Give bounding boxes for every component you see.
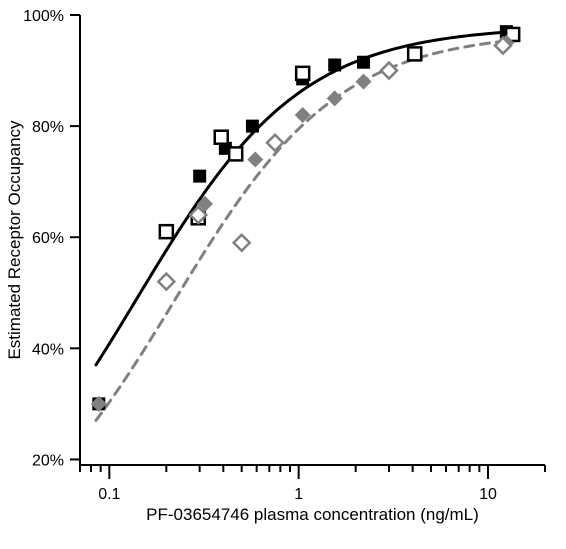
chart-container: 20% 40% 60% 80% 100% 0.1 1 10 Estimated Receptor…	[0, 0, 566, 549]
y-axis-label: Estimated Receptor Occupancy	[5, 120, 24, 360]
marker-open-squares	[408, 47, 421, 60]
marker-filled-squares	[328, 59, 341, 72]
y-tick-label: 60%	[32, 230, 64, 247]
marker-filled-squares	[246, 120, 259, 133]
y-tick-label: 40%	[32, 341, 64, 358]
plot-background	[0, 0, 566, 549]
marker-open-squares	[160, 225, 173, 238]
x-tick-label: 0.1	[98, 486, 120, 503]
y-tick-label: 100%	[23, 8, 64, 25]
marker-open-squares	[215, 131, 228, 144]
x-axis-label: PF-03654746 plasma concentration (ng/mL)	[146, 505, 479, 524]
x-tick-label: 10	[479, 486, 497, 503]
marker-filled-squares	[193, 170, 206, 183]
y-tick-label: 80%	[32, 119, 64, 136]
y-tick-label: 20%	[32, 452, 64, 469]
marker-open-squares	[229, 147, 242, 160]
x-tick-label: 1	[294, 486, 303, 503]
dose-response-chart: 20% 40% 60% 80% 100% 0.1 1 10 Estimated Receptor…	[0, 0, 566, 549]
marker-filled-squares	[357, 56, 370, 69]
marker-open-squares	[296, 67, 309, 80]
